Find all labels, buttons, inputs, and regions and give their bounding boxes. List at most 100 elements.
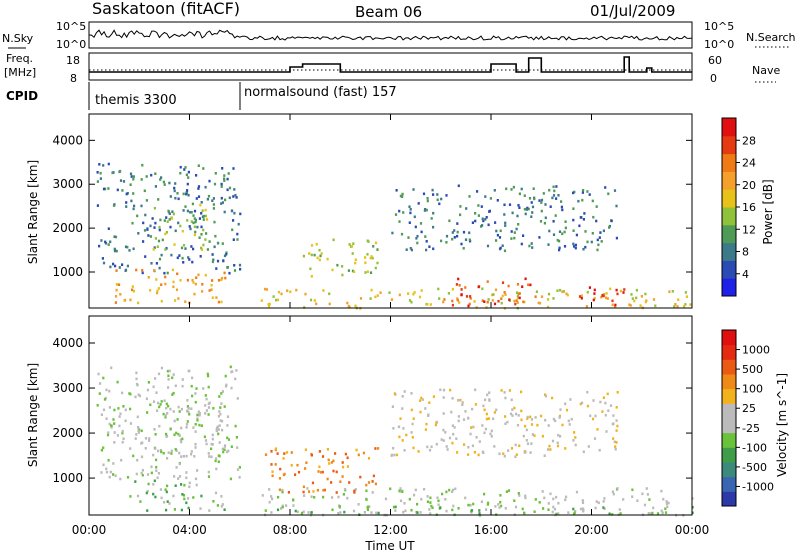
heatmap-cell: [163, 271, 166, 275]
heatmap-cell: [544, 394, 548, 398]
heatmap-cell: [593, 437, 597, 440]
heatmap-cell: [614, 305, 617, 308]
heatmap-cell: [194, 400, 197, 404]
heatmap-cell: [691, 506, 694, 509]
heatmap-cell: [486, 300, 489, 304]
colorbar-tick-label: 1000: [742, 344, 770, 357]
heatmap-cell: [551, 196, 554, 200]
heatmap-cell: [107, 459, 110, 462]
heatmap-cell: [104, 240, 107, 244]
heatmap-cell: [477, 285, 480, 289]
heatmap-cell: [207, 194, 211, 198]
heatmap-cell: [481, 299, 484, 302]
heatmap-cell: [121, 429, 124, 433]
heatmap-cell: [223, 210, 226, 214]
heatmap-cell: [134, 437, 137, 440]
heatmap-cell: [115, 249, 118, 253]
heatmap-cell: [102, 463, 105, 467]
heatmap-cell: [531, 211, 534, 214]
noise-search-label: N.Search: [746, 31, 796, 44]
heatmap-cell: [448, 219, 451, 223]
heatmap-cell: [190, 452, 193, 456]
heatmap-cell: [136, 494, 140, 498]
heatmap-cell: [169, 225, 172, 229]
heatmap-cell: [481, 287, 484, 291]
heatmap-cell: [141, 469, 144, 472]
heatmap-cell: [499, 229, 502, 233]
heatmap-cell: [460, 293, 463, 296]
heatmap-cell: [482, 219, 485, 223]
heatmap-cell: [337, 512, 340, 515]
heatmap-cell: [506, 420, 509, 424]
colorbar-tick-label: -25: [742, 422, 760, 435]
heatmap-cell: [162, 412, 165, 416]
heatmap-cell: [204, 238, 207, 241]
heatmap-cell: [224, 374, 227, 378]
heatmap-cell: [332, 459, 335, 463]
heatmap-cell: [631, 495, 634, 498]
heatmap-cell: [205, 442, 208, 446]
x-tick-label: 08:00: [273, 523, 308, 537]
heatmap-cell: [270, 463, 273, 466]
heatmap-cell: [457, 419, 460, 423]
heatmap-cell: [232, 219, 235, 222]
heatmap-cell: [307, 511, 310, 514]
heatmap-cell: [154, 495, 157, 499]
heatmap-cell: [343, 510, 346, 514]
heatmap-cell: [158, 266, 161, 270]
y-tick-label: 4000: [52, 133, 83, 147]
heatmap-cell: [141, 441, 144, 444]
heatmap-cell: [326, 257, 329, 261]
heatmap-cell: [582, 450, 585, 454]
heatmap-cell: [162, 451, 165, 455]
heatmap-cell: [442, 300, 445, 304]
heatmap-cell: [369, 271, 373, 274]
heatmap-cell: [481, 224, 484, 227]
heatmap-cell: [217, 454, 220, 457]
heatmap-cell: [159, 178, 162, 181]
heatmap-cell: [593, 297, 596, 300]
heatmap-cell: [518, 296, 521, 300]
heatmap-cell: [206, 372, 209, 376]
heatmap-cell: [530, 242, 533, 245]
heatmap-cell: [538, 199, 541, 202]
heatmap-cell: [499, 246, 502, 250]
heatmap-cell: [374, 241, 378, 245]
heatmap-cell: [597, 501, 600, 505]
heatmap-cell: [310, 453, 313, 457]
heatmap-cell: [276, 298, 280, 302]
heatmap-cell: [517, 492, 520, 495]
heatmap-cell: [616, 487, 619, 490]
heatmap-cell: [534, 498, 537, 501]
heatmap-cell: [190, 407, 193, 410]
heatmap-cell: [217, 460, 220, 463]
heatmap-cell: [430, 445, 433, 449]
heatmap-cell: [326, 477, 329, 481]
heatmap-cell: [371, 256, 374, 260]
heatmap-cell: [399, 499, 403, 503]
heatmap-cell: [204, 208, 207, 212]
heatmap-cell: [218, 424, 221, 427]
heatmap-cell: [307, 490, 311, 493]
heatmap-cell: [126, 264, 129, 268]
heatmap-cell: [204, 412, 207, 415]
heatmap-cell: [236, 238, 239, 241]
heatmap-cell: [220, 196, 223, 200]
heatmap-cell: [459, 213, 462, 217]
heatmap-cell: [410, 300, 413, 304]
heatmap-cell: [186, 405, 189, 408]
heatmap-cell: [236, 397, 239, 400]
nave-label: Nave: [752, 64, 780, 77]
heatmap-cell: [207, 406, 211, 409]
heatmap-cell: [141, 269, 144, 272]
heatmap-cell: [572, 229, 575, 232]
heatmap-cell: [341, 461, 344, 464]
heatmap-cell: [277, 495, 280, 499]
heatmap-cell: [159, 403, 162, 406]
heatmap-cell: [309, 267, 312, 271]
heatmap-cell: [186, 209, 189, 213]
heatmap-cell: [184, 205, 187, 208]
heatmap-cell: [453, 426, 456, 429]
heatmap-cell: [271, 470, 274, 473]
heatmap-cell: [523, 194, 526, 197]
